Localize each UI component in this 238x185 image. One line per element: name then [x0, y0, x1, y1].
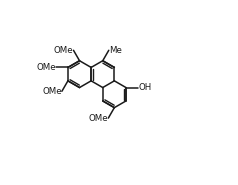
Text: OMe: OMe — [54, 46, 74, 55]
Text: OH: OH — [138, 83, 151, 92]
Text: Me: Me — [109, 46, 122, 55]
Text: OMe: OMe — [89, 114, 108, 123]
Text: OMe: OMe — [42, 87, 62, 96]
Text: OMe: OMe — [36, 63, 56, 72]
